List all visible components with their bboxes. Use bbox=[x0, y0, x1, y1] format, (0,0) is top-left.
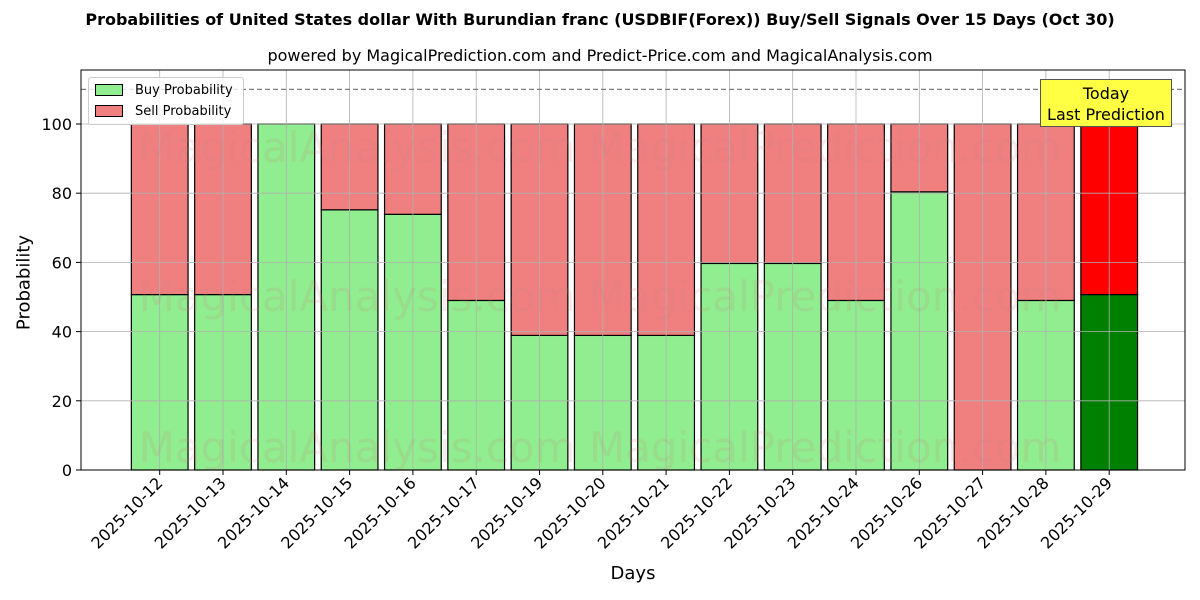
chart-subtitle: powered by MagicalPrediction.com and Pre… bbox=[267, 46, 933, 65]
y-tick-label: 60 bbox=[52, 253, 72, 272]
y-tick-label: 40 bbox=[52, 323, 72, 342]
today-annotation-line1: Today bbox=[1082, 84, 1130, 103]
y-tick-label: 0 bbox=[62, 461, 72, 480]
legend-buy-label: Buy Probability bbox=[135, 82, 233, 98]
today-annotation-line2: Last Prediction bbox=[1047, 105, 1165, 124]
y-tick-label: 100 bbox=[41, 115, 72, 134]
y-tick-label: 20 bbox=[52, 392, 72, 411]
watermark-text: MagicalAnalysis.com MagicalPrediction.co… bbox=[139, 123, 1062, 172]
legend: Buy Probability Sell Probability bbox=[88, 77, 244, 125]
y-tick-label: 80 bbox=[52, 184, 72, 203]
y-axis-label: Probability bbox=[13, 234, 35, 331]
plot-frame bbox=[80, 69, 1186, 471]
legend-item-sell: Sell Probability bbox=[95, 103, 231, 119]
watermark-text: MagicalAnalysis.com MagicalPrediction.co… bbox=[139, 423, 1062, 472]
chart-title: Probabilities of United States dollar Wi… bbox=[85, 10, 1115, 29]
x-axis-label: Days bbox=[610, 563, 656, 584]
buy-swatch-icon bbox=[95, 84, 123, 96]
legend-sell-label: Sell Probability bbox=[135, 103, 232, 119]
today-annotation: Today Last Prediction bbox=[1040, 79, 1172, 127]
sell-swatch-icon bbox=[95, 105, 123, 117]
watermark-text: MagicalAnalysis.com MagicalPrediction.co… bbox=[139, 272, 1062, 321]
legend-item-buy: Buy Probability bbox=[95, 82, 233, 98]
